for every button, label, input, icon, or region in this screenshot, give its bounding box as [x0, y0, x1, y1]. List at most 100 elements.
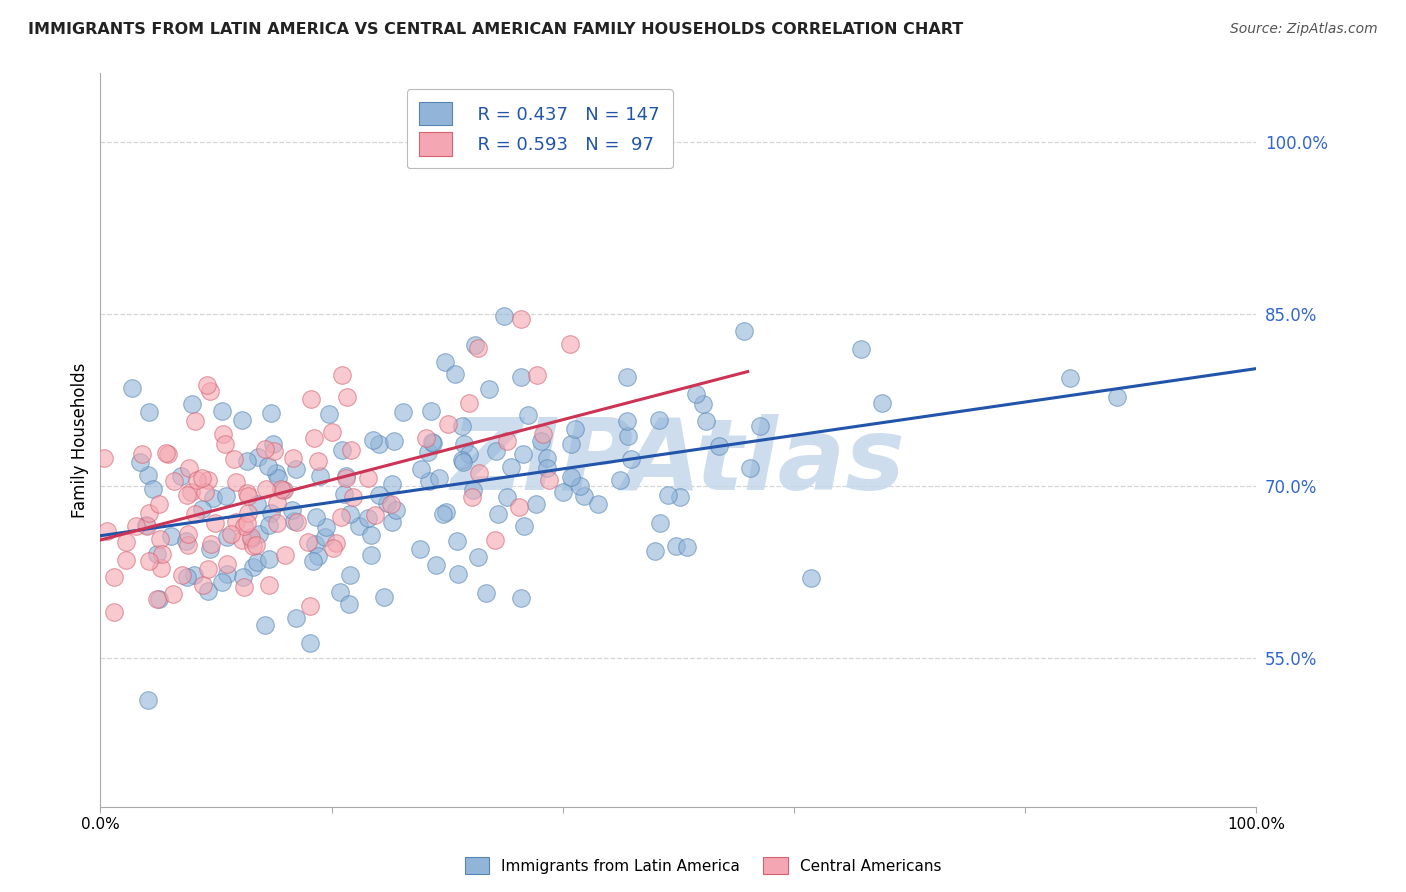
Point	[204, 516, 226, 531]
Point	[180, 485, 202, 500]
Point	[373, 590, 395, 604]
Point	[155, 445, 177, 459]
Point	[437, 417, 460, 432]
Point	[138, 507, 160, 521]
Point	[318, 407, 340, 421]
Point	[233, 580, 256, 594]
Point	[214, 489, 236, 503]
Point	[93, 450, 115, 465]
Point	[337, 597, 360, 611]
Point	[236, 454, 259, 468]
Point	[409, 541, 432, 556]
Point	[668, 490, 690, 504]
Point	[572, 489, 595, 503]
Point	[285, 611, 308, 625]
Point	[177, 527, 200, 541]
Point	[484, 533, 506, 548]
Point	[128, 455, 150, 469]
Point	[138, 405, 160, 419]
Point	[536, 451, 558, 466]
Point	[270, 483, 292, 497]
Point	[392, 405, 415, 419]
Point	[146, 547, 169, 561]
Point	[266, 516, 288, 530]
Point	[360, 548, 382, 562]
Point	[135, 518, 157, 533]
Point	[329, 584, 352, 599]
Point	[200, 537, 222, 551]
Point	[357, 511, 380, 525]
Point	[616, 370, 638, 384]
Point	[115, 534, 138, 549]
Point	[267, 471, 290, 485]
Point	[467, 342, 489, 356]
Point	[162, 587, 184, 601]
Point	[432, 507, 454, 521]
Point	[494, 310, 516, 324]
Point	[150, 561, 173, 575]
Point	[457, 396, 479, 410]
Point	[217, 566, 239, 581]
Point	[236, 516, 259, 531]
Point	[676, 540, 699, 554]
Point	[740, 460, 762, 475]
Point	[508, 500, 530, 515]
Point	[198, 541, 221, 556]
Point	[486, 507, 509, 521]
Point	[245, 539, 267, 553]
Point	[211, 404, 233, 418]
Point	[273, 483, 295, 497]
Point	[322, 541, 344, 556]
Point	[342, 491, 364, 505]
Point	[285, 515, 308, 529]
Point	[586, 497, 609, 511]
Point	[450, 418, 472, 433]
Point	[247, 526, 270, 541]
Point	[444, 367, 467, 381]
Point	[262, 436, 284, 450]
Point	[257, 578, 280, 592]
Point	[425, 558, 447, 572]
Point	[301, 554, 323, 568]
Point	[302, 431, 325, 445]
Point	[304, 536, 326, 550]
Point	[418, 474, 440, 488]
Point	[254, 442, 277, 457]
Point	[215, 557, 238, 571]
Point	[485, 444, 508, 458]
Point	[236, 506, 259, 520]
Point	[467, 550, 489, 565]
Point	[307, 454, 329, 468]
Point	[254, 617, 277, 632]
Point	[451, 453, 474, 467]
Point	[463, 483, 485, 498]
Point	[211, 426, 233, 441]
Point	[339, 507, 361, 521]
Point	[238, 489, 260, 503]
Point	[176, 533, 198, 548]
Point	[260, 406, 283, 420]
Point	[231, 412, 253, 426]
Point	[551, 485, 574, 500]
Point	[114, 552, 136, 566]
Point	[219, 526, 242, 541]
Point	[381, 515, 404, 529]
Point	[644, 544, 666, 558]
Point	[103, 605, 125, 619]
Point	[195, 378, 218, 392]
Point	[510, 591, 533, 605]
Point	[569, 479, 592, 493]
Point	[330, 443, 353, 458]
Point	[197, 562, 219, 576]
Point	[619, 451, 641, 466]
Point	[321, 425, 343, 440]
Point	[254, 483, 277, 497]
Point	[170, 469, 193, 483]
Point	[685, 387, 707, 401]
Point	[138, 554, 160, 568]
Point	[232, 519, 254, 533]
Point	[1059, 370, 1081, 384]
Point	[447, 567, 470, 582]
Point	[382, 434, 405, 448]
Point	[121, 382, 143, 396]
